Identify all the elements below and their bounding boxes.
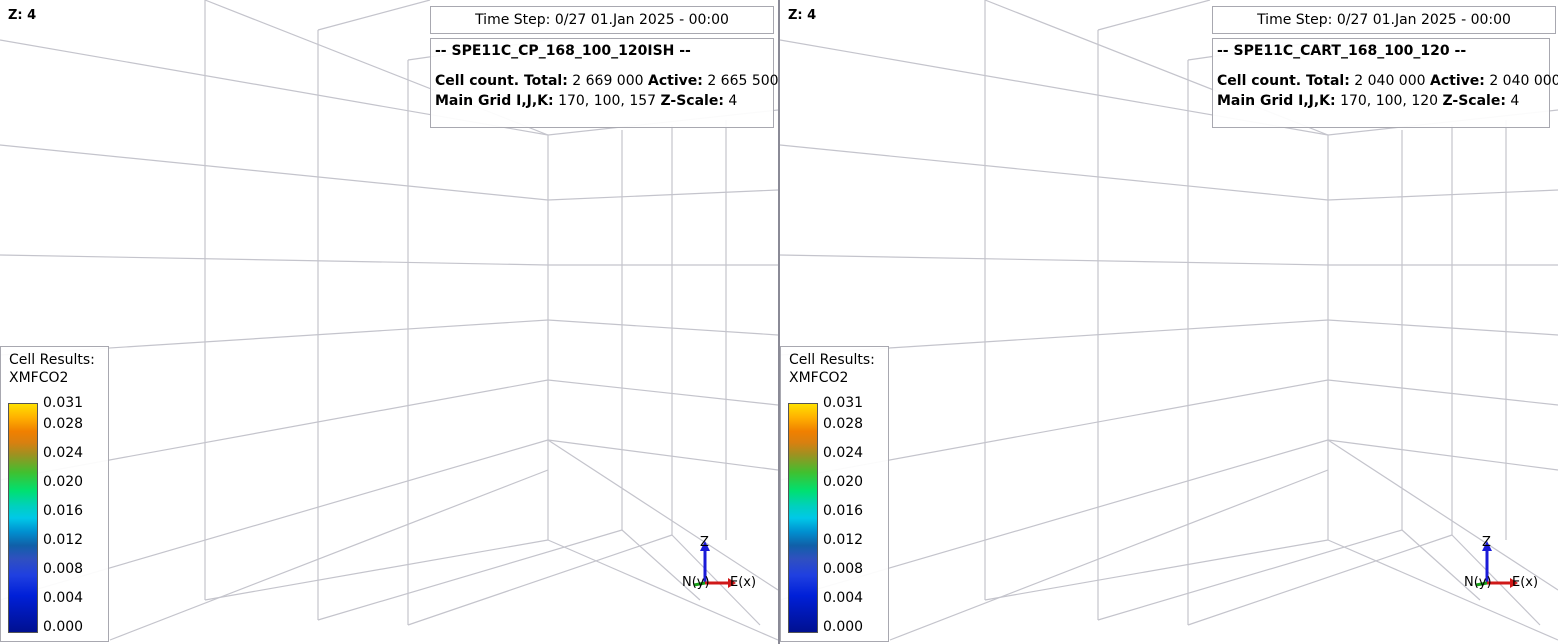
axis-n-label: N(y) — [682, 575, 710, 590]
legend-color-bar — [788, 403, 818, 633]
axis-z-label: Z — [1482, 535, 1491, 550]
case-title: -- SPE11C_CART_168_100_120 -- — [1217, 43, 1467, 59]
main-grid-line: Main Grid I,J,K: 170, 100, 120 Z-Scale: … — [1217, 93, 1520, 109]
legend-value: 0.000 — [43, 619, 84, 635]
legend-value: 0.024 — [823, 445, 864, 461]
legend-value: 0.016 — [823, 503, 864, 519]
orientation-axes: Z N(y) E(x) — [680, 535, 760, 595]
legend-value: 0.028 — [823, 416, 864, 432]
color-legend: Cell Results: XMFCO2 0.031 0.028 0.024 0.… — [0, 346, 109, 642]
legend-value: 0.024 — [43, 445, 84, 461]
legend-value: 0.012 — [823, 532, 864, 548]
3d-view-left[interactable]: Z: 4 Time Step: 0/27 01.Jan 2025 - 00:00… — [0, 0, 778, 644]
3d-view-right[interactable]: Z: 4 Time Step: 0/27 01.Jan 2025 - 00:00… — [780, 0, 1558, 644]
legend-color-bar — [8, 403, 38, 633]
time-step-box: Time Step: 0/27 01.Jan 2025 - 00:00 — [430, 6, 774, 34]
axis-n-label: N(y) — [1464, 575, 1492, 590]
legend-value: 0.028 — [43, 416, 84, 432]
legend-value: 0.008 — [823, 561, 864, 577]
legend-value: 0.016 — [43, 503, 84, 519]
legend-value: 0.012 — [43, 532, 84, 548]
cell-count-line: Cell count. Total: 2 040 000 Active: 2 0… — [1217, 73, 1558, 89]
legend-value: 0.020 — [43, 474, 84, 490]
case-info-box: -- SPE11C_CART_168_100_120 -- Cell count… — [1212, 38, 1558, 128]
z-scale-label: Z: 4 — [788, 8, 817, 23]
legend-value: 0.031 — [43, 395, 84, 411]
legend-title: Cell Results: XMFCO2 — [789, 352, 875, 386]
legend-value: 0.008 — [43, 561, 84, 577]
legend-value: 0.004 — [43, 590, 84, 606]
legend-value: 0.020 — [823, 474, 864, 490]
z-scale-label: Z: 4 — [8, 8, 37, 23]
axis-e-label: E(x) — [1512, 575, 1539, 590]
axis-z-label: Z — [700, 535, 709, 550]
case-title: -- SPE11C_CP_168_100_120ISH -- — [435, 43, 691, 59]
legend-value: 0.031 — [823, 395, 864, 411]
cell-count-line: Cell count. Total: 2 669 000 Active: 2 6… — [435, 73, 778, 89]
orientation-axes: Z N(y) E(x) — [1462, 535, 1542, 595]
color-legend: Cell Results: XMFCO2 0.031 0.028 0.024 0.… — [780, 346, 889, 642]
view-divider[interactable] — [778, 0, 780, 644]
legend-title: Cell Results: XMFCO2 — [9, 352, 95, 386]
time-step-box: Time Step: 0/27 01.Jan 2025 - 00:00 — [1212, 6, 1556, 34]
legend-value: 0.004 — [823, 590, 864, 606]
axis-e-label: E(x) — [730, 575, 757, 590]
legend-value: 0.000 — [823, 619, 864, 635]
case-info-box: -- SPE11C_CP_168_100_120ISH -- Cell coun… — [430, 38, 778, 128]
main-grid-line: Main Grid I,J,K: 170, 100, 157 Z-Scale: … — [435, 93, 738, 109]
